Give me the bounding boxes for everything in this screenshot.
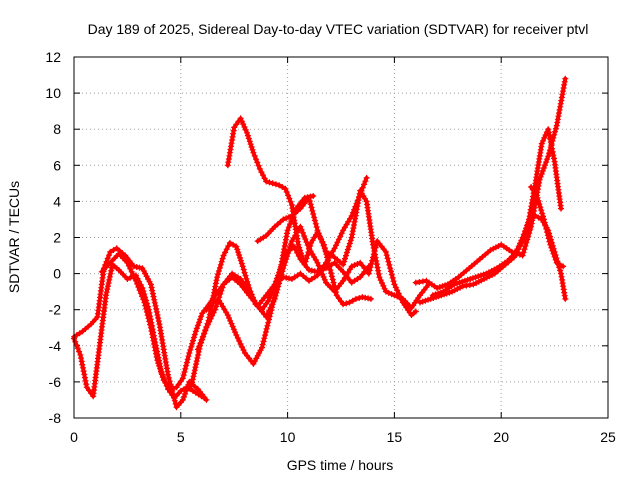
y-tick-label: 12 <box>45 49 61 65</box>
data-point <box>363 174 370 181</box>
series-track-6 <box>203 223 419 320</box>
data-point <box>256 165 263 172</box>
data-point <box>540 216 547 223</box>
data-point <box>301 261 308 268</box>
x-axis-title: GPS time / hours <box>287 457 394 473</box>
series-marker-fill <box>73 247 208 408</box>
data-point <box>519 234 526 241</box>
data-series <box>71 75 569 411</box>
series-trace <box>204 224 418 319</box>
data-point <box>327 267 334 273</box>
y-tick-label: -8 <box>49 410 62 426</box>
data-point <box>226 239 233 246</box>
data-point <box>553 259 560 266</box>
y-tick-label: 10 <box>45 85 61 101</box>
data-point <box>192 328 199 335</box>
series-track-1 <box>71 261 208 402</box>
series-marker-fill <box>257 190 430 309</box>
data-point <box>186 350 193 356</box>
series-trace <box>99 194 316 392</box>
series-markers <box>73 247 208 408</box>
series-track-8 <box>254 187 432 311</box>
series-markers <box>257 190 430 309</box>
data-point <box>280 265 287 272</box>
data-point <box>314 227 321 234</box>
series-track-12 <box>528 184 567 270</box>
x-tick-label: 5 <box>177 429 185 445</box>
data-point <box>427 295 434 302</box>
data-point <box>417 299 423 306</box>
data-point <box>547 241 554 248</box>
data-point <box>461 277 468 284</box>
data-point <box>545 153 552 160</box>
data-point <box>141 299 148 306</box>
series-track-3 <box>98 193 317 393</box>
data-point <box>353 295 359 302</box>
data-point <box>194 346 201 353</box>
data-point <box>203 324 210 331</box>
y-tick-label: 0 <box>53 266 61 282</box>
data-point <box>263 178 270 185</box>
data-point <box>239 263 246 270</box>
x-tick-label: 10 <box>280 429 296 445</box>
y-tick-label: 4 <box>53 193 61 209</box>
y-tick-label: 6 <box>53 157 61 173</box>
y-tick-label: -2 <box>49 302 62 318</box>
data-point <box>346 299 353 306</box>
y-axis-title: SDTVAR / TECUs <box>6 181 22 293</box>
data-point <box>276 182 283 189</box>
data-point <box>528 223 535 230</box>
y-tick-label: 2 <box>53 230 61 246</box>
tick-labels: 0 5 10 15 20 25 -8 -6 -4 -2 0 2 4 6 8 10 12 <box>45 49 616 445</box>
data-point <box>250 149 257 156</box>
data-point <box>244 129 250 136</box>
x-tick-label: 15 <box>387 429 403 445</box>
data-point <box>107 248 114 255</box>
data-point <box>519 252 526 259</box>
x-tick-label: 20 <box>493 429 509 445</box>
data-point <box>220 252 227 259</box>
plot-frame <box>73 56 609 419</box>
series-marker-fill <box>416 78 568 291</box>
series-trace <box>413 76 568 290</box>
data-point <box>560 263 567 270</box>
series-marker-fill <box>529 186 563 268</box>
series-track-5 <box>224 115 374 308</box>
x-tick-label: 0 <box>70 429 78 445</box>
series-markers <box>416 78 568 291</box>
y-tick-label: 8 <box>53 121 61 137</box>
x-tick-label: 25 <box>600 429 616 445</box>
data-point <box>233 243 240 250</box>
data-point <box>382 288 389 295</box>
chart-title: Day 189 of 2025, Sidereal Day-to-day VTE… <box>88 21 589 37</box>
data-point <box>269 180 276 187</box>
y-tick-label: -4 <box>49 338 62 354</box>
data-point <box>391 292 398 299</box>
series-markers <box>529 186 563 268</box>
series-track-9 <box>412 75 569 291</box>
data-point <box>282 185 289 192</box>
y-tick-label: -6 <box>49 374 62 390</box>
data-point <box>429 292 436 299</box>
